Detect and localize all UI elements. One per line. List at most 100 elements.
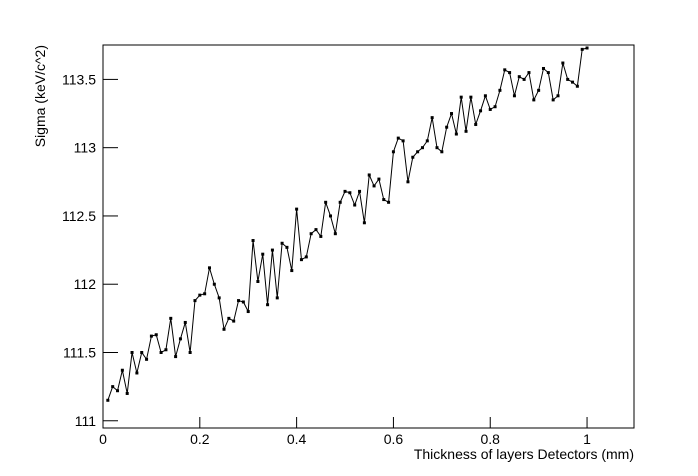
point <box>207 266 211 270</box>
y-tick-label: 113 <box>74 140 97 156</box>
point <box>178 337 182 341</box>
point <box>387 200 391 204</box>
point <box>566 77 570 81</box>
point <box>367 173 371 177</box>
point <box>106 398 110 402</box>
point <box>120 368 124 372</box>
point <box>270 248 274 252</box>
plot-frame <box>102 44 635 429</box>
point <box>324 200 328 204</box>
point <box>314 228 318 232</box>
x-tick-label: 0.2 <box>190 431 210 447</box>
point <box>435 146 439 150</box>
point <box>319 234 323 238</box>
point <box>217 296 221 300</box>
point <box>440 150 444 154</box>
point <box>488 107 492 111</box>
point <box>551 98 555 102</box>
point <box>246 310 250 314</box>
point <box>353 203 357 207</box>
point <box>464 129 468 133</box>
point <box>522 77 526 81</box>
x-tick-label: 1 <box>583 431 591 447</box>
y-tick-label: 112 <box>74 276 97 292</box>
point <box>508 71 512 75</box>
point <box>304 255 308 259</box>
point <box>450 112 454 116</box>
point <box>382 198 386 202</box>
point <box>401 139 405 143</box>
point <box>116 389 120 393</box>
point <box>188 350 192 354</box>
point <box>183 320 187 324</box>
point <box>512 94 516 98</box>
point <box>193 299 197 303</box>
point <box>232 319 236 323</box>
point <box>145 357 149 361</box>
x-axis-title: Thickness of layers Detectors (mm) <box>414 446 634 462</box>
point <box>425 139 429 143</box>
point <box>416 150 420 154</box>
point <box>454 132 458 136</box>
point <box>338 200 342 204</box>
point <box>469 95 473 99</box>
point <box>125 391 129 395</box>
point <box>212 282 216 286</box>
point <box>295 207 299 211</box>
point <box>333 232 337 236</box>
point <box>135 371 139 375</box>
point <box>556 94 560 98</box>
point <box>575 84 579 88</box>
point <box>527 71 531 75</box>
point <box>154 333 158 337</box>
point <box>164 348 168 352</box>
point <box>343 189 347 193</box>
point <box>275 296 279 300</box>
point <box>358 189 362 193</box>
point <box>377 177 381 181</box>
point <box>130 350 134 354</box>
x-tick-label: 0 <box>99 431 107 447</box>
point <box>348 191 352 195</box>
point <box>420 146 424 150</box>
point <box>309 232 313 236</box>
point <box>561 61 565 65</box>
point <box>493 105 497 109</box>
point <box>227 316 231 320</box>
point <box>445 125 449 129</box>
point <box>198 293 202 297</box>
x-tick-label: 0.8 <box>481 431 501 447</box>
y-axis-title: Sigma (keV/c^2) <box>32 45 48 147</box>
point <box>391 150 395 154</box>
point <box>503 68 507 72</box>
point <box>406 180 410 184</box>
point <box>285 245 289 249</box>
point <box>149 334 153 338</box>
x-tick-label: 0.6 <box>384 431 404 447</box>
point <box>159 350 163 354</box>
point <box>541 66 545 70</box>
point <box>537 88 541 92</box>
point <box>256 279 260 283</box>
point <box>411 155 415 159</box>
y-tick-label: 111.5 <box>63 344 96 360</box>
point <box>290 269 294 273</box>
point <box>174 355 178 359</box>
y-tick-label: 111 <box>75 413 96 429</box>
point <box>111 385 115 389</box>
point <box>546 71 550 75</box>
point <box>483 94 487 98</box>
point <box>580 47 584 51</box>
point <box>498 88 502 92</box>
point <box>203 292 207 296</box>
point <box>362 221 366 225</box>
point <box>571 80 575 84</box>
point <box>532 98 536 102</box>
point <box>430 116 434 120</box>
point <box>329 214 333 218</box>
point <box>474 122 478 126</box>
x-tick-label: 0.4 <box>287 431 307 447</box>
point <box>261 252 265 256</box>
